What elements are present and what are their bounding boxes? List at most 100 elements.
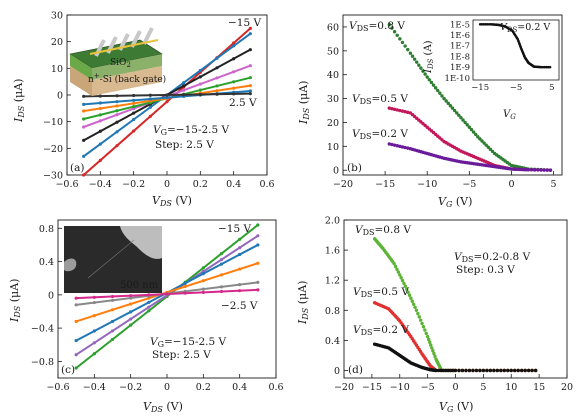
data-point — [431, 83, 436, 87]
data-point — [536, 168, 540, 172]
inset-data-point — [541, 65, 545, 69]
data-point — [92, 352, 96, 356]
data-point — [438, 91, 442, 95]
data-point — [446, 101, 450, 106]
x-tick-label: 0 — [452, 382, 458, 393]
data-point — [396, 270, 401, 274]
panel-b-x-ticks: −20 −15 −10 −5 0 5 — [333, 171, 557, 190]
data-point — [248, 84, 252, 88]
panel-b-tag: (b) — [347, 162, 362, 174]
data-point — [467, 368, 472, 373]
data-point — [423, 72, 427, 76]
data-point — [457, 113, 461, 117]
panel-a-series — [82, 26, 252, 177]
data-point — [219, 257, 224, 262]
data-point — [421, 325, 426, 329]
panel-b-inset-series — [478, 22, 552, 69]
panel-c-x-ticks: −0.6 −0.4 −0.2 0 0.2 0.4 0.6 — [46, 374, 284, 393]
data-point — [499, 368, 503, 373]
x-tick-label: −5 — [462, 179, 476, 190]
data-point — [256, 288, 260, 292]
data-point — [115, 100, 119, 104]
data-point — [412, 57, 417, 61]
data-point — [480, 139, 484, 143]
panel-c-sem-inset: 500 nm — [64, 226, 162, 293]
data-point — [219, 251, 224, 256]
data-point — [82, 173, 86, 177]
x-tick-label: −10 — [390, 382, 410, 393]
data-point — [256, 261, 260, 265]
data-point — [148, 105, 152, 109]
y-tick-label: −30 — [43, 171, 63, 182]
data-point — [426, 337, 431, 342]
data-point — [219, 262, 224, 266]
data-point — [110, 329, 115, 333]
data-point — [408, 51, 413, 55]
data-point — [429, 80, 434, 85]
data-point — [450, 106, 455, 110]
panel-b-label-02: VDS=0.2 V — [352, 128, 408, 141]
data-point — [110, 308, 115, 312]
panel-b-y-label: IDS (μA) — [297, 81, 311, 125]
y-tick-label: 0 — [333, 166, 339, 177]
data-point — [129, 302, 133, 306]
x-tick-label: 0.2 — [196, 382, 211, 393]
data-point — [165, 292, 169, 296]
panel-d-x-label: VG (V) — [439, 400, 473, 414]
data-point — [183, 284, 187, 289]
inset-y-tick-label: 1E-5 — [450, 20, 470, 30]
panel-d-series — [372, 237, 538, 373]
panel-d-label-08: VDS=0.8 V — [355, 224, 411, 237]
panel-b-inset-note: VDS=0.2 V — [500, 22, 550, 34]
data-point — [407, 293, 412, 297]
data-point — [406, 290, 410, 294]
data-point — [232, 86, 236, 90]
data-point — [232, 70, 236, 74]
data-point — [132, 93, 136, 98]
data-point — [506, 368, 510, 373]
panel-b-inset-y-label: IDS (A) — [423, 40, 435, 74]
data-point — [433, 354, 437, 359]
data-point — [414, 308, 419, 312]
panel-c-x-label: VDS (V) — [143, 400, 183, 414]
data-point — [410, 54, 415, 58]
data-point — [248, 76, 252, 80]
data-point — [398, 108, 402, 113]
data-point — [129, 296, 133, 300]
data-point — [403, 284, 408, 288]
data-point — [147, 309, 151, 313]
y-tick-label: 1.6 — [325, 246, 340, 257]
panel-a-x-label: VDS (V) — [152, 194, 192, 208]
data-point — [392, 261, 396, 266]
data-point — [446, 368, 450, 373]
panel-a-label-top: −15 V — [228, 17, 261, 29]
data-point — [183, 281, 187, 285]
data-point — [165, 93, 169, 97]
panel-d-note-step: Step: 0.3 V — [456, 264, 515, 276]
data-point — [165, 96, 169, 100]
data-point — [82, 102, 86, 106]
inset-data-point — [484, 22, 487, 26]
data-point — [132, 101, 136, 105]
x-tick-label: −0.6 — [46, 382, 69, 393]
data-point — [469, 127, 474, 132]
data-point — [198, 82, 202, 86]
data-point — [548, 168, 553, 172]
data-point — [215, 89, 219, 93]
data-point — [110, 298, 115, 302]
data-point — [148, 97, 152, 101]
y-tick-label: 0.4 — [39, 257, 54, 268]
inset-data-point — [546, 65, 550, 69]
x-tick-label: −10 — [417, 179, 437, 190]
data-point — [419, 66, 423, 70]
data-point — [484, 143, 488, 147]
inset-data-point — [539, 65, 543, 69]
data-point — [148, 93, 152, 97]
data-point — [400, 109, 405, 113]
y-tick-label: 0 — [57, 91, 63, 102]
data-point — [387, 22, 392, 27]
data-point — [455, 111, 459, 115]
panel-c-tag: (c) — [61, 364, 75, 376]
data-point — [238, 283, 242, 287]
data-point — [444, 368, 448, 373]
